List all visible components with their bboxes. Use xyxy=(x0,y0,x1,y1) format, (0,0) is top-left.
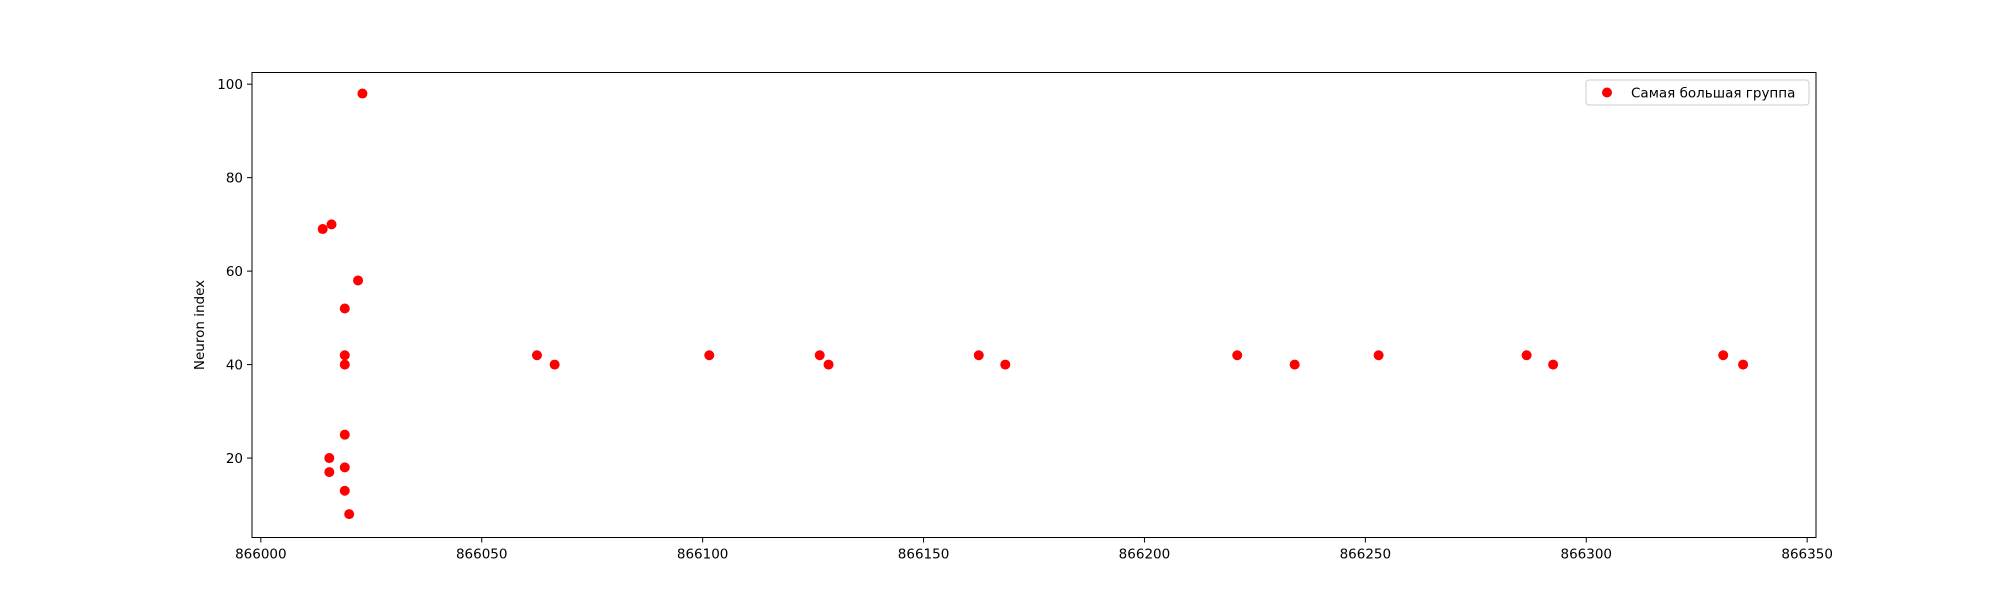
data-point xyxy=(324,467,335,478)
data-point xyxy=(317,224,328,235)
data-point xyxy=(344,509,355,520)
y-tick-label: 60 xyxy=(226,264,243,280)
y-tick-label: 20 xyxy=(226,451,243,467)
y-axis: 20 40 60 80 100 xyxy=(217,77,252,467)
data-point xyxy=(1548,359,1559,370)
data-point xyxy=(1521,350,1532,361)
data-point xyxy=(531,350,542,361)
data-point xyxy=(339,303,350,314)
scatter-points xyxy=(317,88,1749,520)
x-tick-label: 866050 xyxy=(456,547,508,563)
data-point xyxy=(1373,350,1384,361)
data-point xyxy=(973,350,984,361)
plot-frame xyxy=(251,72,1817,538)
data-point xyxy=(339,359,350,370)
data-point xyxy=(1738,359,1749,370)
data-point xyxy=(353,275,364,286)
data-point xyxy=(324,453,335,464)
legend-label: Самая большая группа xyxy=(1631,86,1795,102)
x-tick-label: 866000 xyxy=(235,547,287,563)
x-tick-label: 866350 xyxy=(1781,547,1833,563)
y-tick-label: 40 xyxy=(226,358,243,374)
y-tick-label: 100 xyxy=(217,77,243,93)
data-point xyxy=(339,462,350,473)
x-axis: 866000 866050 866100 866150 866200 866250 8663… xyxy=(235,537,1833,563)
y-tick-label: 80 xyxy=(226,171,243,187)
data-point xyxy=(823,359,834,370)
x-tick-label: 866100 xyxy=(677,547,729,563)
x-tick-label: 866250 xyxy=(1340,547,1392,563)
x-tick-label: 866300 xyxy=(1560,547,1612,563)
data-point xyxy=(704,350,715,361)
data-point xyxy=(339,350,350,361)
data-point xyxy=(1718,350,1729,361)
legend: Самая большая группа xyxy=(1585,79,1810,106)
data-point xyxy=(339,485,350,496)
legend-box xyxy=(1585,79,1810,106)
x-tick-label: 866200 xyxy=(1119,547,1171,563)
legend-marker xyxy=(1602,87,1612,98)
x-tick-label: 866150 xyxy=(898,547,950,563)
data-point xyxy=(326,219,337,230)
data-point xyxy=(549,359,560,370)
data-point xyxy=(1000,359,1011,370)
data-point xyxy=(814,350,825,361)
data-point xyxy=(1289,359,1300,370)
y-axis-label: Neuron index xyxy=(192,280,208,370)
data-point xyxy=(339,429,350,440)
data-point xyxy=(1232,350,1243,361)
data-point xyxy=(357,88,368,99)
